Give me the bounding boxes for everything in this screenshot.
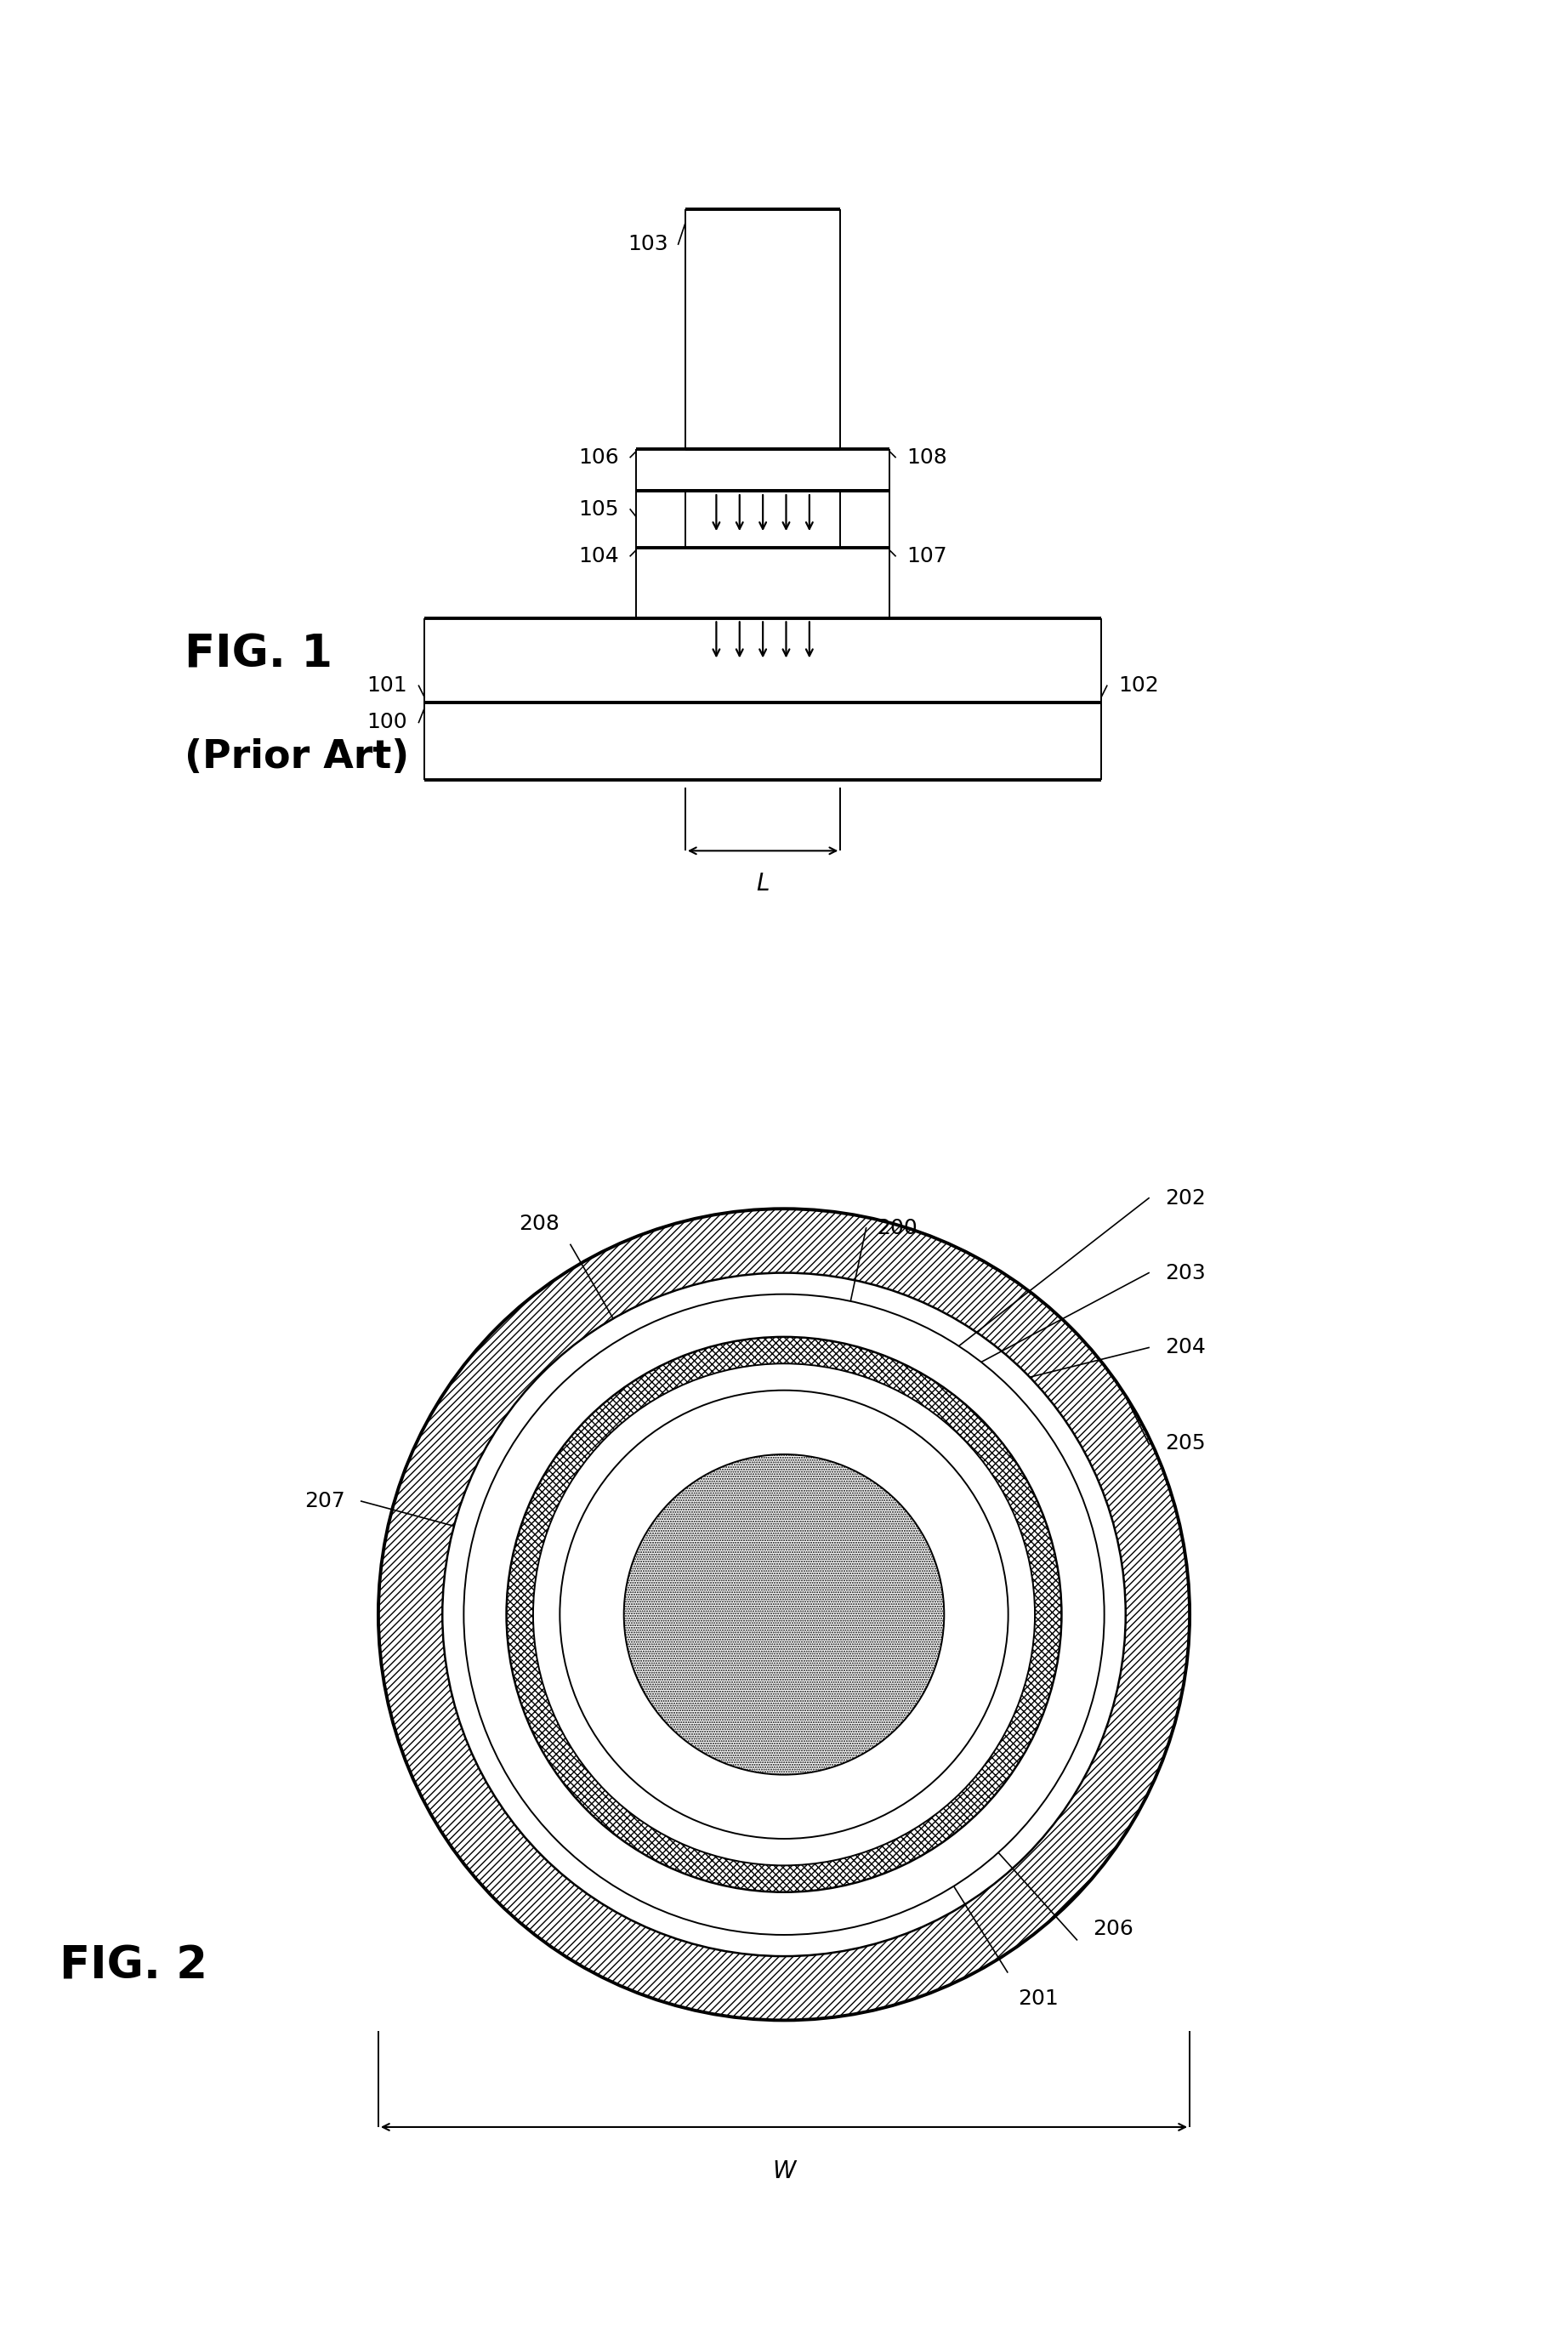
Text: 200: 200 — [877, 1218, 917, 1239]
Circle shape — [378, 1209, 1190, 2020]
Text: 202: 202 — [1165, 1188, 1206, 1209]
Text: W: W — [773, 2158, 795, 2184]
Text: FIG. 1: FIG. 1 — [185, 631, 332, 676]
Circle shape — [560, 1391, 1008, 1838]
Text: 201: 201 — [1018, 1987, 1058, 2008]
Circle shape — [464, 1295, 1104, 1936]
Text: 104: 104 — [579, 545, 619, 566]
Circle shape — [624, 1454, 944, 1775]
Text: 101: 101 — [367, 676, 408, 697]
Text: 208: 208 — [519, 1213, 560, 1234]
Circle shape — [442, 1272, 1126, 1957]
Text: 203: 203 — [1165, 1263, 1206, 1284]
Text: 206: 206 — [1093, 1919, 1134, 1941]
Text: 103: 103 — [627, 234, 668, 255]
Text: 205: 205 — [1165, 1433, 1206, 1454]
Text: 106: 106 — [579, 447, 619, 468]
Circle shape — [533, 1363, 1035, 1866]
Text: 102: 102 — [1118, 676, 1159, 697]
Text: 204: 204 — [1165, 1337, 1206, 1358]
Text: FIG. 2: FIG. 2 — [60, 1943, 207, 1987]
Text: 107: 107 — [906, 545, 947, 566]
Circle shape — [506, 1337, 1062, 1891]
Text: 105: 105 — [579, 500, 619, 519]
Text: 207: 207 — [304, 1492, 345, 1510]
Text: 108: 108 — [906, 447, 947, 468]
Text: (Prior Art): (Prior Art) — [185, 739, 409, 776]
Text: L: L — [756, 872, 770, 895]
Text: 100: 100 — [367, 713, 408, 732]
